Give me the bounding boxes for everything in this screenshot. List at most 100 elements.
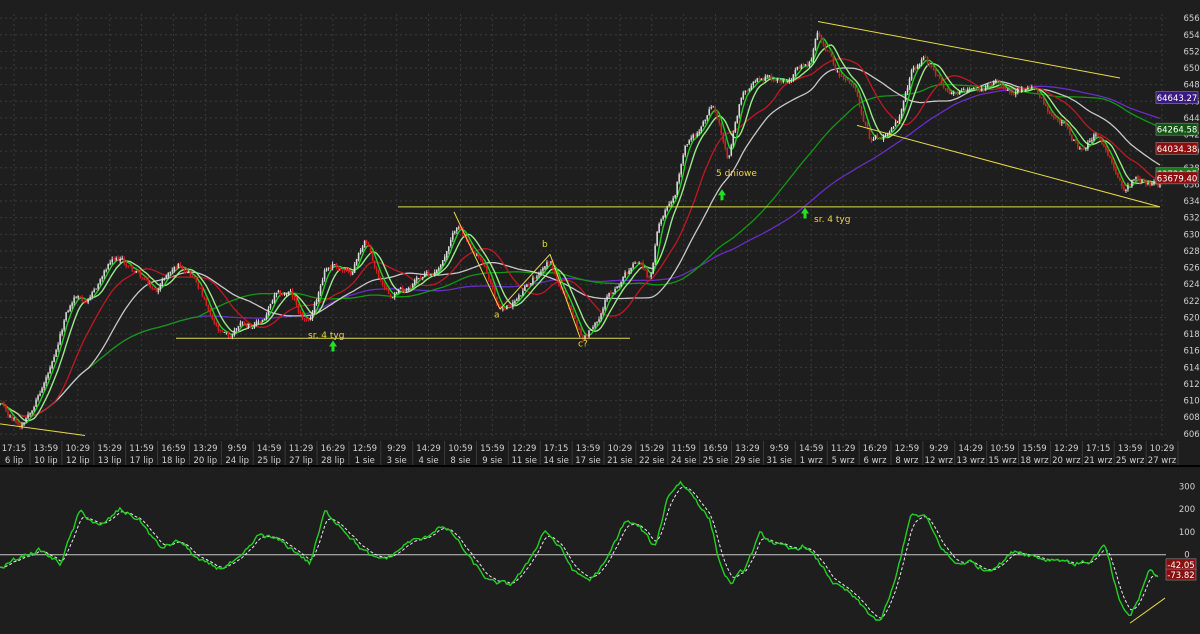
candle-body [514,301,516,303]
candle-body [764,76,767,81]
time-axis-date-label: 12 wrz [925,456,954,466]
moving-average-line [0,44,1161,422]
candle-body [1129,184,1131,186]
candle-body [786,81,789,83]
candle-body [361,246,364,251]
candle-body [199,287,202,289]
candle-body [1040,97,1043,99]
candle-body [688,140,690,144]
price-axis-label: 65600 [1183,14,1200,24]
candle-body [556,273,558,281]
time-axis-date-label: 31 sie [767,456,793,466]
candle-body [988,84,991,86]
candle-body [1127,184,1129,190]
candle-body [946,89,949,92]
candle-body [1034,88,1037,90]
candle-body [161,279,164,285]
time-axis-time-label: 15:59 [480,444,505,454]
candle-body [3,403,5,406]
candle-body [662,216,664,220]
candle-body [958,91,961,95]
candle-body [1109,156,1111,158]
candle-body [604,299,606,310]
candle-body [325,268,328,271]
time-axis-time-label: 15:59 [1022,444,1047,454]
candle-body [187,271,190,274]
candle-body [81,297,83,301]
candle-body [31,410,33,414]
trendline [499,253,551,310]
candle-body [159,285,162,290]
candle-body [411,284,414,288]
candle-body [842,75,845,78]
candle-body [1103,144,1105,148]
candle-body [7,411,9,416]
candle-body [51,361,53,369]
price-axis-label: 61800 [1183,330,1200,340]
candle-body [127,265,130,267]
candle-body [189,272,192,276]
candle-body [277,290,280,293]
candle-body [964,89,967,91]
candle-body [908,78,911,89]
candle-body [880,138,883,140]
candle-body [896,121,899,123]
candle-body [652,263,654,274]
candle-body [588,330,590,337]
candle-body [385,288,388,290]
candle-body [938,76,941,78]
candle-body [940,77,943,85]
candle-body [339,267,342,269]
candle-body [177,263,180,269]
candle-body [17,421,19,425]
candle-body [510,304,512,307]
candle-body [770,75,773,80]
time-axis-time-label: 10:29 [1150,444,1175,454]
candle-body [630,267,632,272]
candle-body [1022,87,1025,90]
candle-body [710,107,713,109]
candle-body [590,329,592,331]
candle-body [1099,136,1101,139]
candle-body [395,292,398,294]
candle-body [608,293,610,297]
oscillator-axis-label: 300 [1179,482,1195,492]
candle-body [950,92,953,95]
candle-body [179,263,182,266]
candle-body [772,79,775,81]
candle-body [283,293,286,295]
candle-body [1075,139,1077,142]
time-axis-time-label: 9:59 [770,444,789,454]
candle-body [890,128,893,132]
annotation-label: sr. 4 tyg [308,331,344,341]
candle-body [333,264,336,266]
candle-body [169,271,172,273]
candle-body [566,294,568,302]
candle-body [1016,88,1019,93]
candle-body [476,254,478,256]
candle-body [956,93,959,95]
time-axis-time-label: 10:29 [66,444,91,454]
candle-body [792,74,795,80]
candle-body [504,308,506,310]
candle-body [776,78,779,81]
candle-body [888,131,891,135]
time-axis-date-label: 27 wrz [1148,456,1177,466]
time-axis-time-label: 14:59 [257,444,282,454]
candle-body [994,80,997,83]
candle-body [644,269,646,271]
time-axis-time-label: 16:29 [863,444,888,454]
candle-body [1135,176,1137,179]
candle-body [401,287,404,291]
candle-body [183,269,186,271]
candle-body [910,70,913,80]
time-axis-time-label: 9:29 [929,444,948,454]
candle-body [610,292,612,295]
price-axis-label: 61200 [1183,380,1200,390]
candle-body [459,226,462,229]
candle-body [488,274,490,280]
candle-body [157,290,160,292]
candle-body [297,304,300,313]
candle-body [784,80,787,82]
candle-body [143,277,146,281]
